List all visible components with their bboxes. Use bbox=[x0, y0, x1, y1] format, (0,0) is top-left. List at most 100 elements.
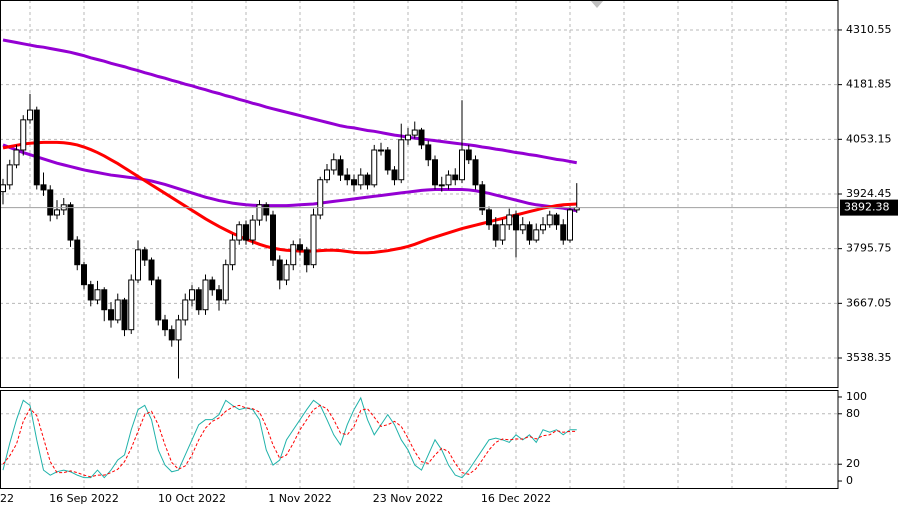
candle-body bbox=[526, 224, 533, 241]
candle-body bbox=[452, 174, 459, 181]
candle-body bbox=[81, 264, 87, 286]
candle-body bbox=[553, 214, 560, 226]
y-tick-label: 3924.45 bbox=[846, 187, 892, 200]
shift-marker bbox=[590, 0, 604, 8]
candle-body bbox=[256, 204, 263, 221]
x-tick-label: 16 Dec 2022 bbox=[481, 492, 551, 505]
y-tick-label: 20 bbox=[846, 457, 860, 470]
candle-body bbox=[533, 229, 540, 241]
candle-body bbox=[540, 224, 546, 231]
moving-average-line bbox=[2, 140, 577, 255]
x-tick-label: 23 Nov 2022 bbox=[373, 492, 443, 505]
candle-body bbox=[472, 159, 479, 186]
candle-body bbox=[486, 209, 492, 226]
candle-body bbox=[411, 129, 418, 136]
y-tick-label: 100 bbox=[846, 390, 867, 403]
y-tick-label: 4310.55 bbox=[846, 23, 892, 36]
candle-body bbox=[114, 299, 121, 321]
candle-body bbox=[148, 259, 155, 281]
x-tick-label: 1 Nov 2022 bbox=[268, 492, 331, 505]
x-tick-label: 16 Sep 2022 bbox=[49, 492, 119, 505]
candle-body bbox=[195, 289, 202, 311]
candle-body bbox=[27, 109, 33, 121]
candle-body bbox=[425, 144, 432, 161]
candle-body bbox=[357, 174, 364, 186]
candle-body bbox=[270, 214, 276, 261]
last-price-label: 3892.38 bbox=[844, 201, 890, 214]
candle-body bbox=[263, 204, 270, 216]
candle-body bbox=[101, 289, 108, 311]
y-tick-label: 3538.35 bbox=[846, 351, 892, 364]
candle-body bbox=[324, 169, 330, 181]
candle-body bbox=[398, 139, 405, 181]
y-tick-label: 3667.05 bbox=[846, 296, 892, 309]
candle-body bbox=[54, 209, 60, 216]
candle-body bbox=[459, 149, 465, 181]
candle-body bbox=[283, 264, 290, 281]
candle-body bbox=[344, 174, 351, 181]
candle-body bbox=[445, 174, 452, 186]
candle-body bbox=[391, 169, 398, 181]
candle-body bbox=[168, 329, 175, 341]
candle-body bbox=[371, 149, 378, 186]
candle-body bbox=[310, 214, 317, 266]
candle-body bbox=[135, 249, 141, 281]
candle-body bbox=[162, 319, 168, 331]
candle-body bbox=[0, 184, 6, 193]
y-tick-label: 3795.75 bbox=[846, 242, 892, 255]
candle-body bbox=[202, 279, 209, 311]
candle-body bbox=[546, 214, 553, 226]
candle-body bbox=[438, 184, 445, 187]
candle-body bbox=[519, 224, 526, 231]
candle-body bbox=[418, 129, 425, 146]
candle-body bbox=[378, 149, 384, 152]
candle-body bbox=[465, 149, 472, 161]
x-tick-label: 10 Oct 2022 bbox=[158, 492, 226, 505]
candle-body bbox=[33, 109, 40, 186]
oscillator-line bbox=[2, 404, 577, 478]
candle-body bbox=[189, 289, 195, 301]
candle-body bbox=[506, 214, 513, 226]
candle-body bbox=[337, 159, 344, 176]
last-price-box bbox=[840, 199, 898, 216]
candle-body bbox=[108, 309, 114, 321]
y-tick-label: 0 bbox=[846, 474, 853, 487]
candle-body bbox=[249, 219, 256, 241]
candle-body bbox=[243, 224, 249, 241]
candle-body bbox=[74, 239, 81, 266]
candle-body bbox=[94, 289, 101, 301]
candle-body bbox=[297, 244, 303, 251]
candle-body bbox=[567, 209, 573, 241]
candle-body bbox=[182, 299, 189, 321]
candle-body bbox=[47, 189, 54, 216]
candle-body bbox=[560, 224, 567, 241]
candle-body bbox=[499, 224, 506, 241]
candle-body bbox=[141, 249, 148, 261]
candle-body bbox=[6, 164, 13, 186]
x-tick-label: 22 bbox=[0, 492, 14, 505]
candle-body bbox=[364, 174, 371, 186]
candle-body bbox=[384, 149, 391, 171]
y-tick-label: 80 bbox=[846, 407, 860, 420]
candle-body bbox=[317, 179, 324, 216]
candle-body bbox=[405, 134, 411, 141]
candle-body bbox=[216, 289, 222, 301]
candle-body bbox=[513, 214, 519, 231]
candle-body bbox=[209, 279, 216, 291]
candle-body bbox=[20, 119, 27, 151]
panel-frame bbox=[0, 0, 839, 388]
candle-body bbox=[236, 224, 243, 241]
candle-body bbox=[40, 184, 47, 191]
candle-body bbox=[276, 259, 283, 281]
candle-body bbox=[330, 159, 337, 171]
candle-body bbox=[121, 299, 128, 331]
y-tick-label: 4181.85 bbox=[846, 78, 892, 91]
candle-body bbox=[155, 279, 162, 321]
candle-body bbox=[87, 284, 94, 301]
candle-body bbox=[13, 149, 20, 166]
candle-body bbox=[432, 159, 438, 186]
candle-body bbox=[128, 279, 135, 331]
y-tick-label: 4053.15 bbox=[846, 132, 892, 145]
candle-body bbox=[351, 179, 357, 186]
